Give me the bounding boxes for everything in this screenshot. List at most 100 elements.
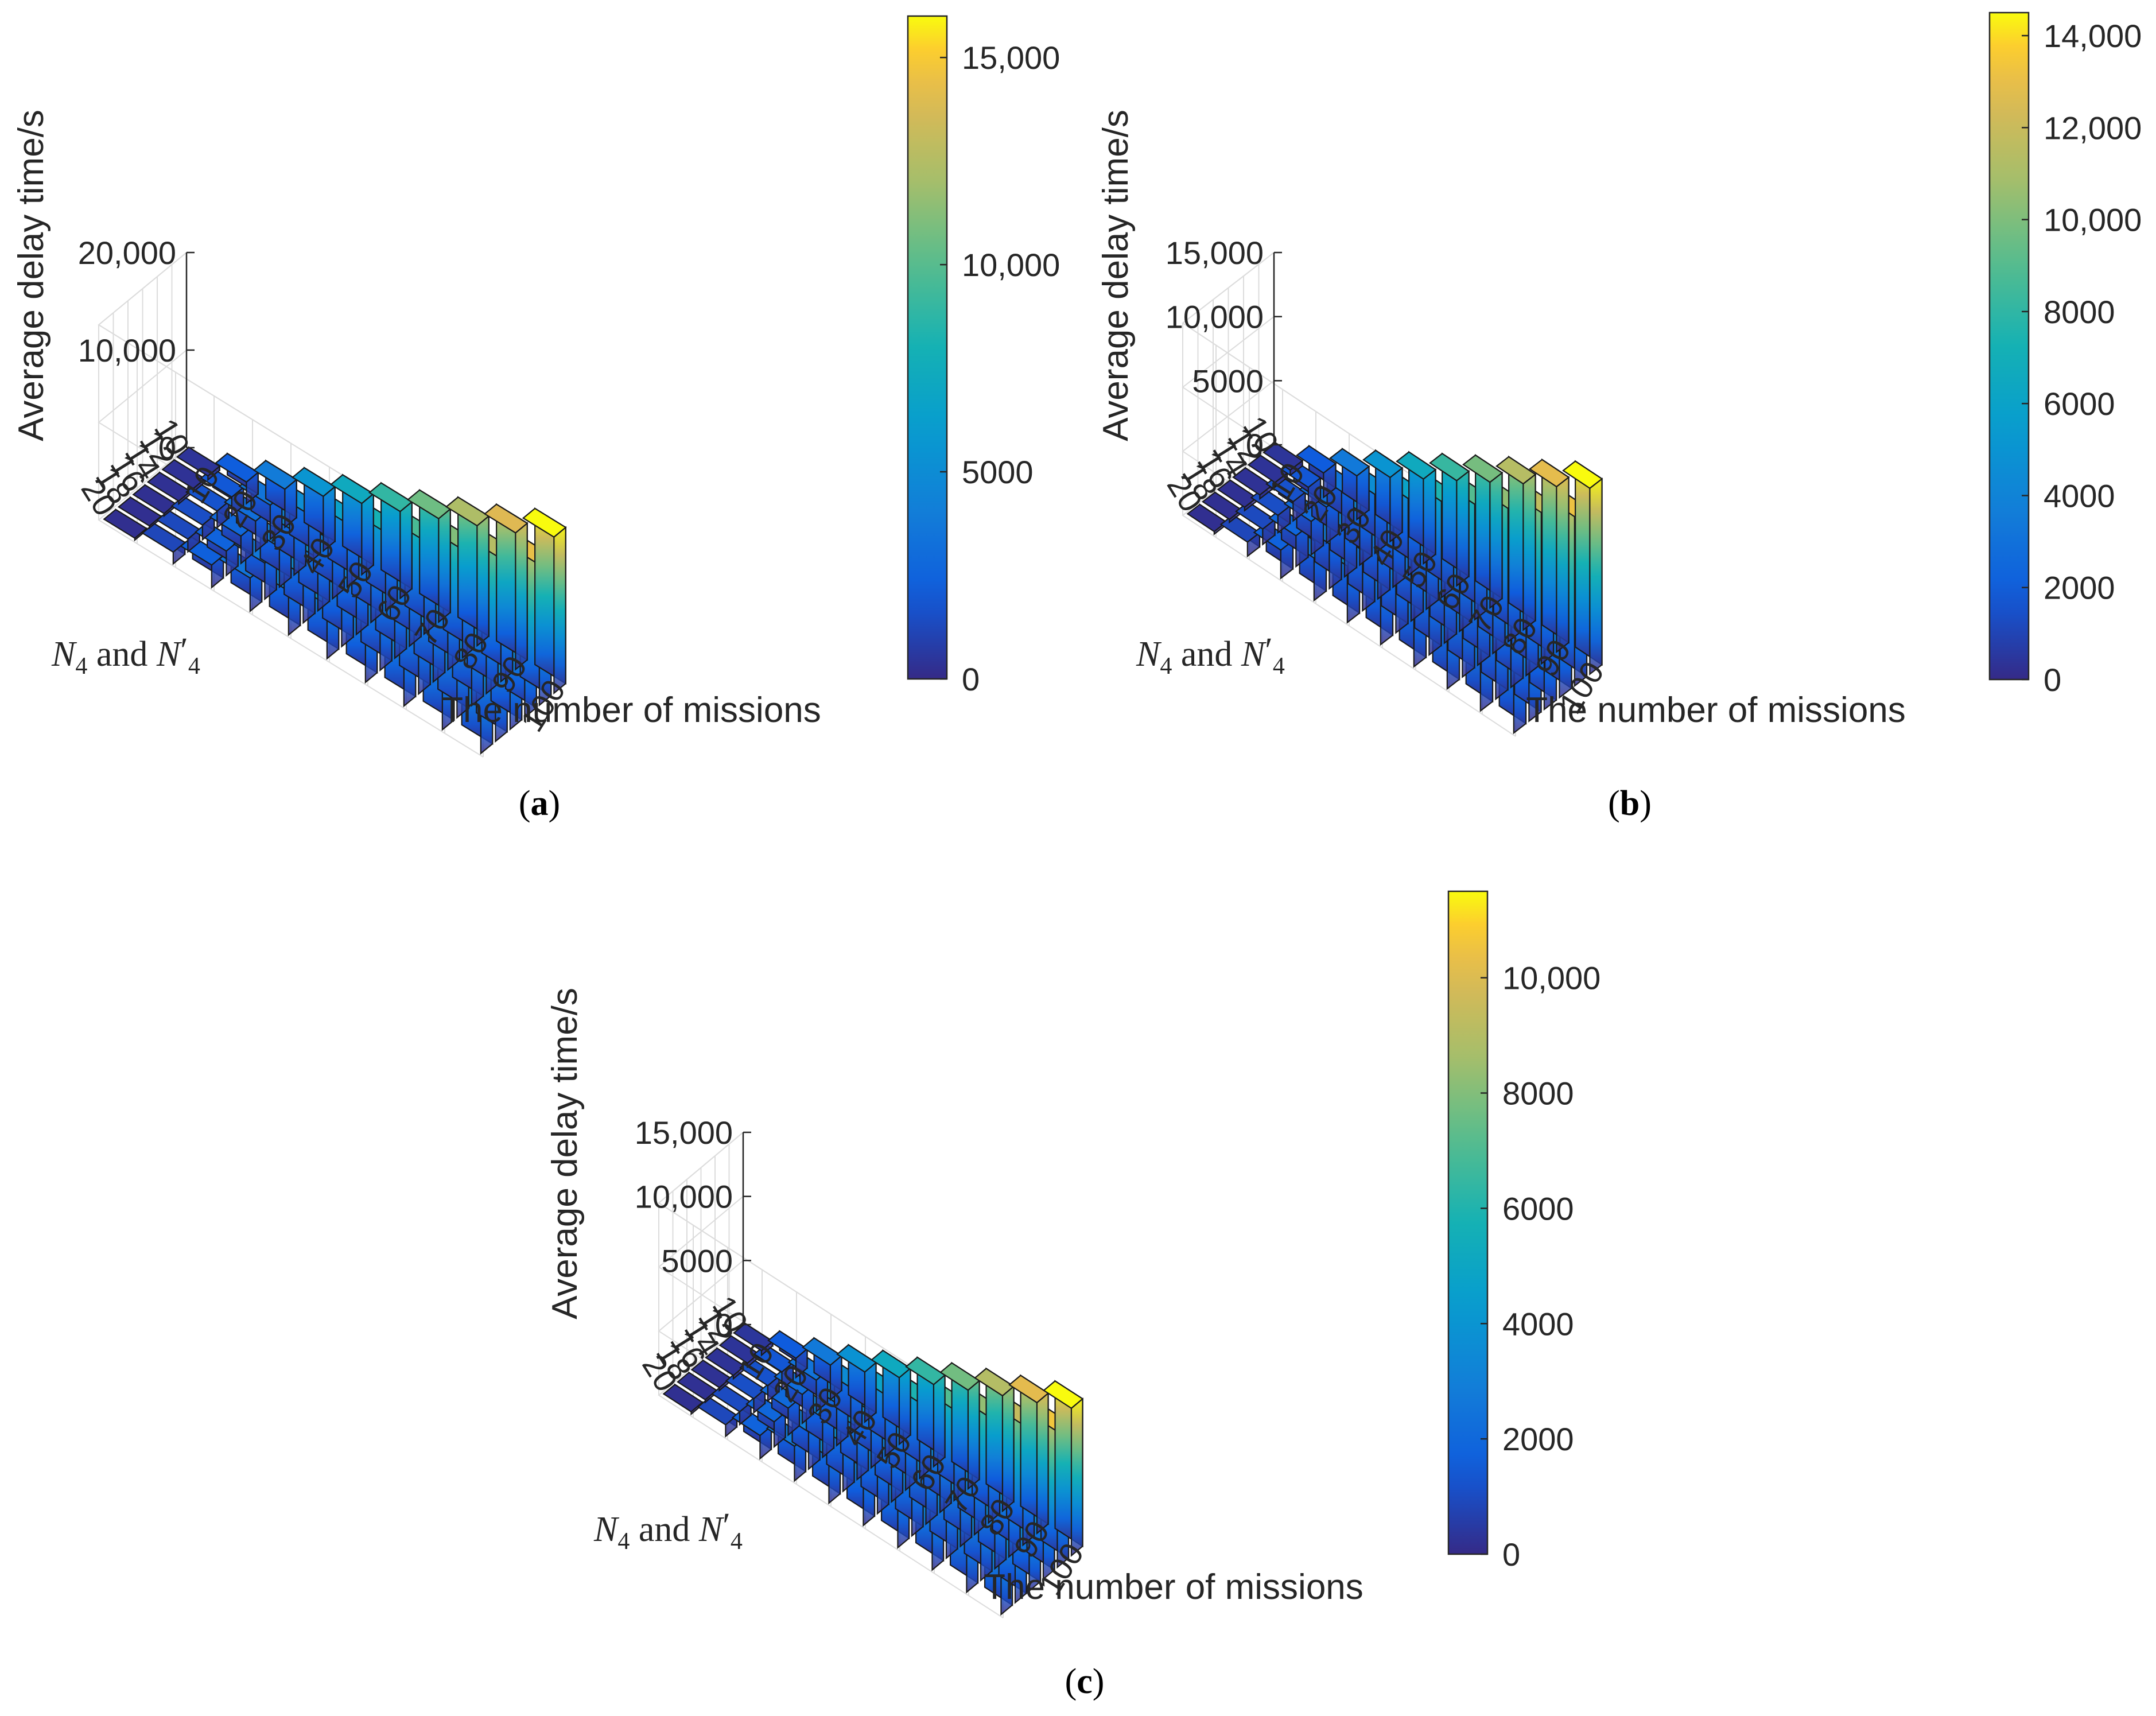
chart-panel-b: 0500010,00015,00010203040506070809010010… [1096, 11, 2142, 823]
grid-line [1182, 252, 1516, 545]
bar [170, 495, 216, 541]
colorbar-tick-label: 2000 [2044, 570, 2115, 606]
colorbar-tick-label: 8000 [1502, 1076, 1574, 1112]
bar [161, 459, 207, 494]
colorbar-tick-label: 0 [962, 661, 980, 697]
x-axis-label: The number of missions [984, 1567, 1363, 1607]
bar [1296, 444, 1337, 499]
grid-line [98, 447, 484, 758]
bars [662, 1322, 1084, 1616]
z-tick-label: 10,000 [1166, 299, 1264, 335]
bar [767, 1330, 809, 1379]
bar [1396, 451, 1437, 565]
colorbar-tick-label: 0 [2044, 662, 2061, 698]
bar [802, 1337, 843, 1401]
colorbar-tick-label: 8000 [2044, 294, 2115, 330]
bars [103, 446, 567, 755]
bar [905, 1356, 946, 1468]
bar [697, 1396, 738, 1438]
colorbar: 0 2000 4000 6000 8000 10,000 [1447, 890, 1601, 1573]
bars [1186, 441, 1603, 735]
bar [329, 473, 375, 576]
bar [718, 1334, 760, 1369]
colorbar-gradient [1988, 11, 2030, 681]
y-axis-label: N4 and N′4 [593, 1507, 743, 1555]
colorbar-tick-label: 2000 [1502, 1421, 1574, 1457]
z-axis-label: Average delay time/s [11, 110, 51, 441]
z-tick-label: 10,000 [635, 1179, 733, 1215]
bar [156, 509, 201, 553]
bar [1247, 454, 1288, 488]
colorbar-tick-label: 12,000 [2044, 110, 2142, 146]
colorbar-tick-label: 10,000 [2044, 202, 2142, 238]
z-tick-label: 5000 [661, 1243, 733, 1279]
bar [690, 1359, 732, 1392]
bar [1217, 479, 1258, 512]
y-axis-label: N4 and N′4 [51, 631, 200, 680]
z-axis-label: Average delay time/s [545, 988, 585, 1319]
panel-letter: (a) [519, 784, 560, 823]
bar [836, 1344, 877, 1424]
bar [117, 496, 162, 530]
bar [1008, 1374, 1050, 1535]
bar [1043, 1380, 1084, 1557]
colorbar-gradient [1447, 890, 1489, 1555]
bar [1429, 452, 1470, 587]
bar [725, 1370, 766, 1415]
bar [406, 488, 452, 624]
bar [176, 446, 221, 482]
x-axis-label: The number of missions [1526, 690, 1906, 730]
colorbar-tick-label: 10,000 [962, 247, 1060, 283]
bar [252, 459, 298, 529]
bar [1329, 447, 1370, 521]
bar [522, 507, 567, 695]
y-axis-label: N4 and N′4 [1136, 631, 1285, 680]
bar [214, 452, 259, 505]
z-tick-label: 20,000 [78, 235, 176, 271]
bar [1462, 453, 1504, 609]
z-axis-label: Average delay time/s [1096, 110, 1136, 441]
chart-panel-a: 010,00020,000102030405060708090100101214… [11, 15, 1060, 823]
grid-line [658, 1324, 1004, 1618]
bar [483, 503, 529, 671]
colorbar-tick-label: 14,000 [2044, 18, 2142, 54]
colorbar-gradient [907, 15, 948, 680]
bar [1495, 455, 1537, 631]
panel-letter: (c) [1065, 1662, 1105, 1701]
bar [974, 1367, 1015, 1513]
z-tick-label: 0 [715, 1307, 733, 1343]
bar [368, 482, 413, 600]
colorbar-tick-label: 15,000 [962, 40, 1060, 76]
colorbar-tick-label: 0 [1502, 1536, 1520, 1573]
bar [1202, 491, 1243, 524]
x-axis-label: The number of missions [441, 690, 821, 730]
bar [1529, 458, 1570, 654]
colorbar: 0 2000 4000 6000 8000 10,000 12,000 14,000 [1988, 11, 2142, 698]
grid-line [658, 1132, 1004, 1426]
bar [1562, 460, 1603, 675]
bar [1186, 503, 1227, 535]
colorbar: 0 5000 10,000 15,000 [907, 15, 1060, 697]
colorbar-tick-label: 10,000 [1502, 960, 1601, 996]
bar [871, 1349, 912, 1446]
bar [1232, 467, 1273, 500]
chart-panel-c: 0500010,00015,00010203040506070809010010… [545, 890, 1601, 1701]
grid-line [1182, 444, 1516, 737]
colorbar-tick-label: 5000 [962, 454, 1034, 490]
z-tick-label: 0 [1246, 427, 1264, 463]
bar [291, 466, 336, 553]
colorbar-tick-label: 4000 [1502, 1306, 1574, 1342]
colorbar-tick-label: 6000 [1502, 1190, 1574, 1226]
bar [939, 1361, 981, 1490]
z-tick-label: 0 [158, 430, 176, 466]
z-tick-label: 15,000 [1166, 235, 1264, 271]
panel-letter: (b) [1608, 784, 1652, 823]
colorbar-tick-label: 6000 [2044, 386, 2115, 422]
bar [1362, 449, 1404, 543]
colorbar-tick-label: 4000 [2044, 477, 2115, 514]
z-tick-label: 15,000 [635, 1115, 733, 1151]
bar [1262, 441, 1304, 477]
z-tick-label: 10,000 [78, 332, 176, 368]
z-tick-label: 5000 [1192, 363, 1264, 399]
